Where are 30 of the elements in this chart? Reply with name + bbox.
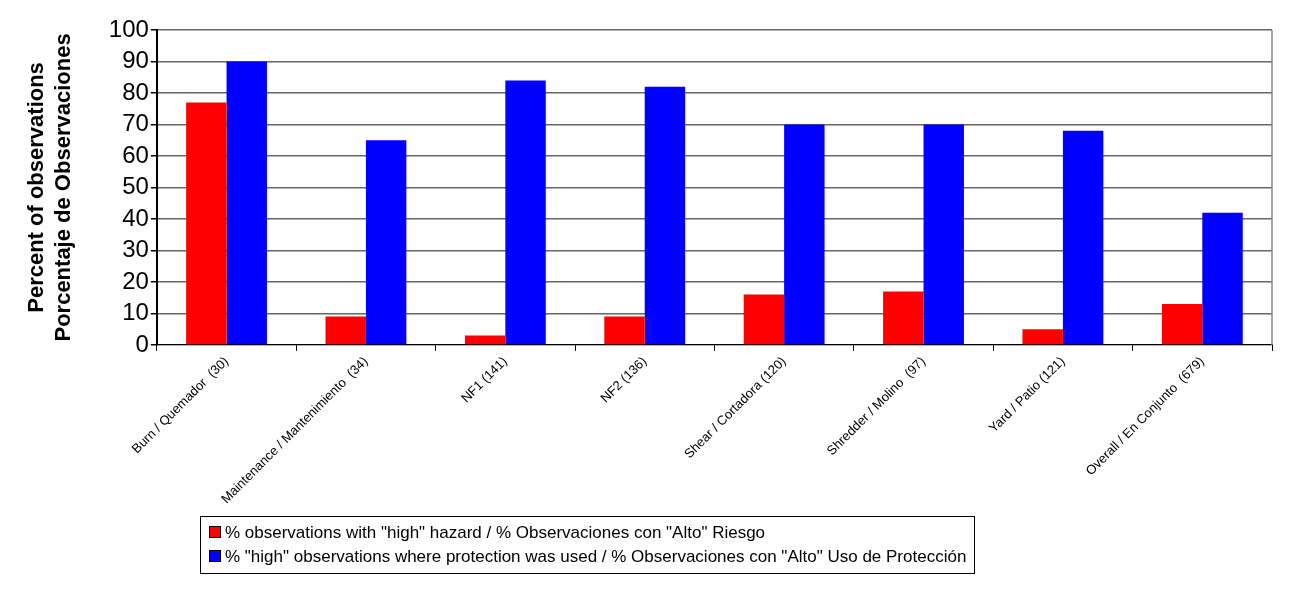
y-tick-label: 50 [122, 172, 149, 200]
y-tick-label: 20 [122, 266, 149, 294]
bar [1202, 212, 1243, 345]
bar [923, 124, 964, 345]
bar [743, 294, 785, 345]
y-tick-label: 90 [122, 46, 149, 74]
y-tick-label: 70 [122, 109, 149, 137]
bar [365, 140, 407, 345]
y-tick-label: 10 [122, 298, 149, 326]
y-tick-label: 60 [122, 140, 149, 168]
y-tick-label: 100 [108, 14, 149, 42]
bar [1062, 130, 1104, 345]
y-tick-label: 80 [122, 77, 149, 105]
y-tick-label: 30 [122, 235, 149, 263]
bar [784, 124, 825, 345]
bar [186, 102, 227, 345]
bar [883, 291, 924, 345]
y-tick-label: 0 [135, 329, 149, 357]
y-axis-title: Percent of observations Porcentaje de Observaciones [23, 33, 75, 342]
legend-label: % "high" observations where protection was used / % Observaciones con "Alto" Uso de Protección [225, 547, 967, 566]
bar [325, 316, 366, 345]
bar [464, 335, 506, 345]
legend-label: % observations with "high" hazard / % Observaciones con "Alto" Riesgo [225, 523, 766, 542]
bar [1161, 303, 1203, 345]
y-tick-label: 40 [122, 203, 149, 231]
bar [604, 316, 645, 345]
bar [1022, 329, 1063, 345]
bar [226, 61, 267, 345]
bar [644, 86, 686, 345]
bar [505, 80, 546, 345]
